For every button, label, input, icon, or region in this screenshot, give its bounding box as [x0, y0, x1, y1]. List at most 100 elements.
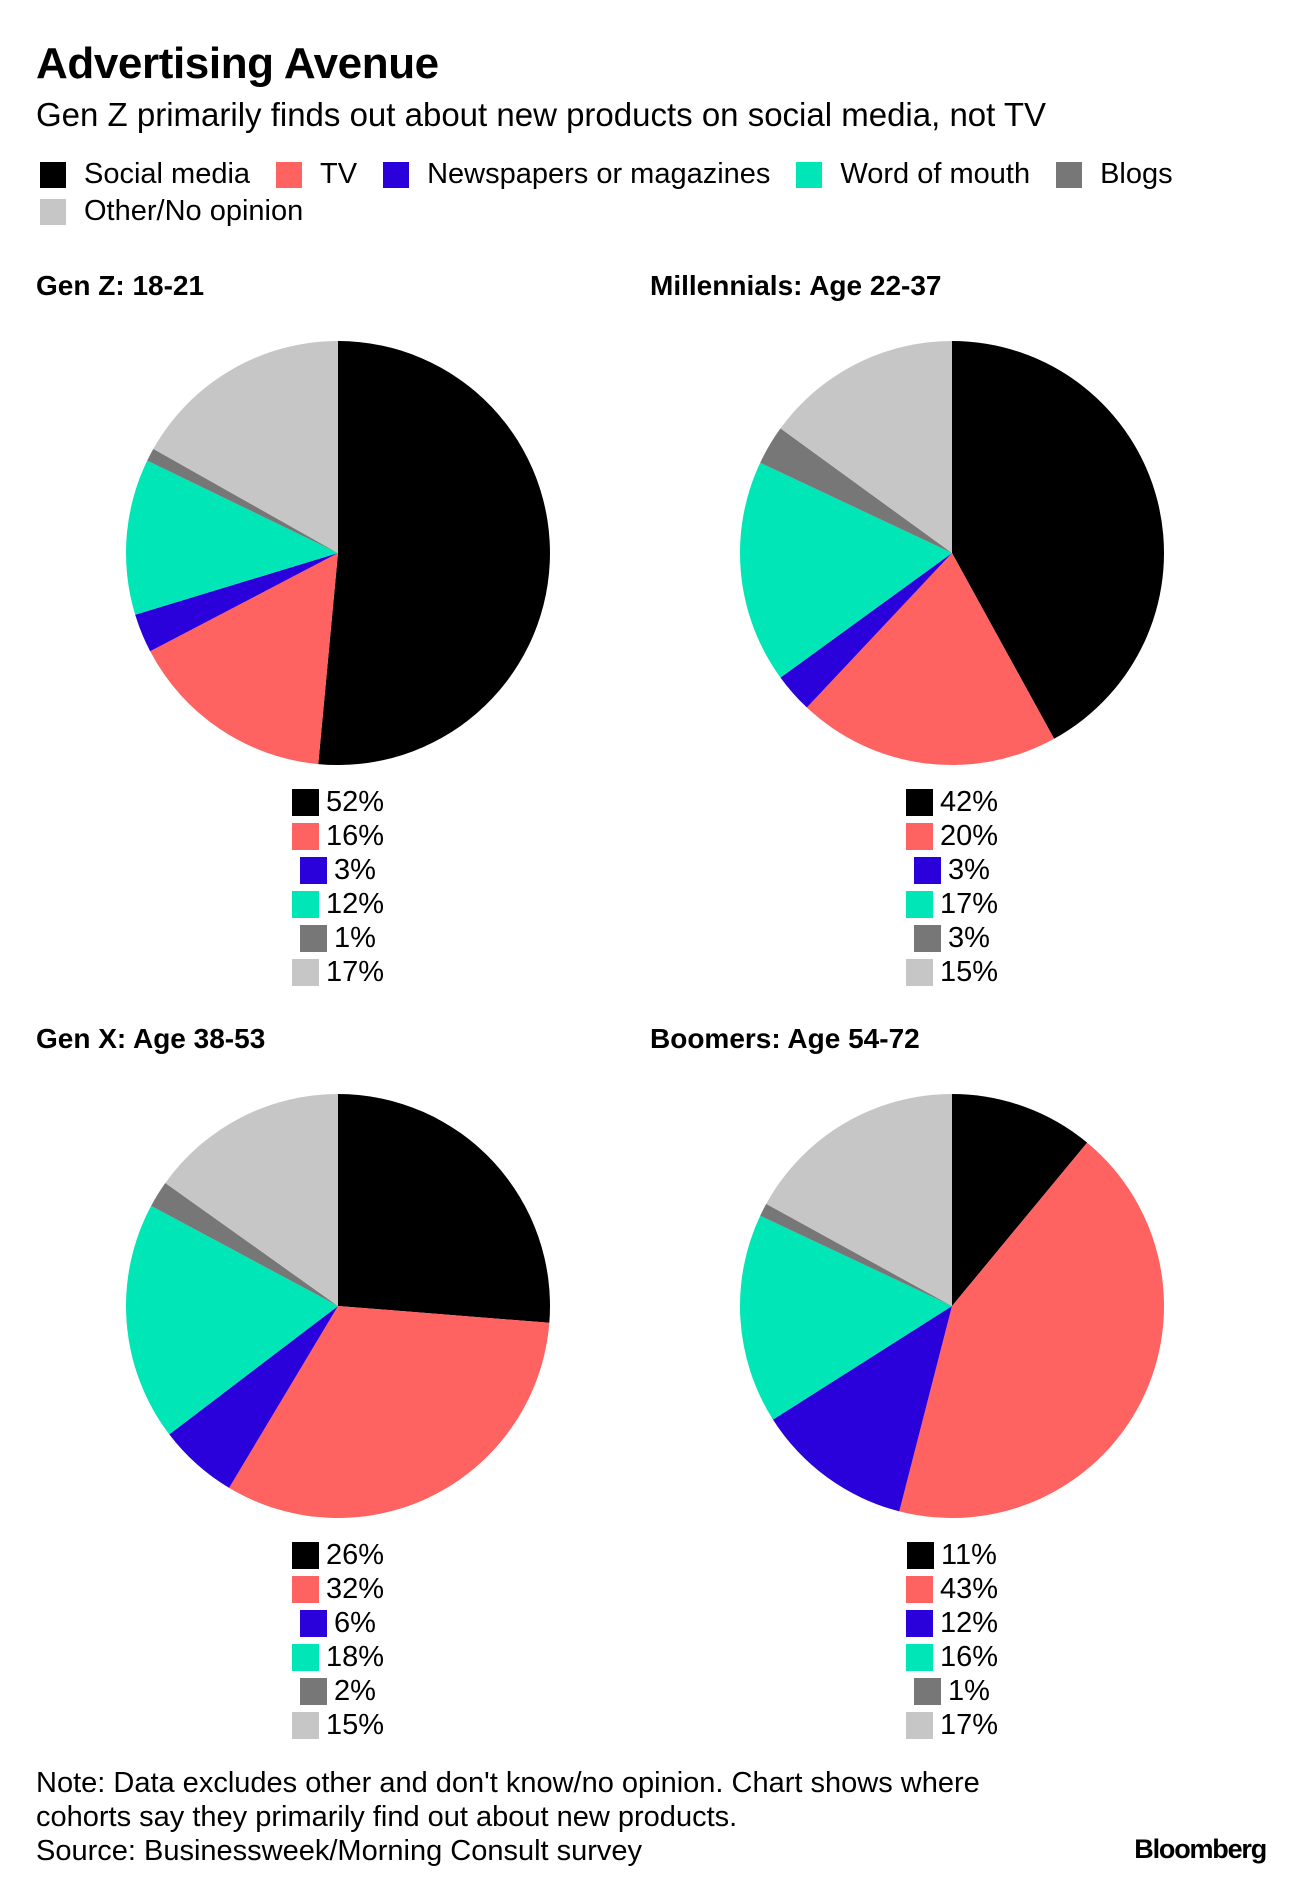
value-swatch-tv: [905, 1575, 933, 1603]
pie-slice-tv: [899, 1142, 1164, 1518]
panel-title: Millennials: Age 22-37: [650, 270, 942, 301]
value-swatch-word-of-mouth: [905, 890, 933, 918]
value-row-blogs: 2%: [36, 1674, 640, 1708]
pie-slice-social-media: [952, 341, 1165, 739]
legend-label-word-of-mouth: Word of mouth: [840, 158, 1031, 190]
chart-subtitle: Gen Z primarily finds out about new prod…: [36, 96, 1047, 133]
legend-label-tv: TV: [320, 158, 358, 190]
value-label-social-media: 11%: [941, 1539, 997, 1571]
chart-panel-boomers: Boomers: Age 54-72 11% 43% 12% 16% 1% 17%: [650, 1024, 1254, 1744]
value-swatch-blogs: [914, 1677, 942, 1705]
value-row-other-no-opinion: 15%: [650, 955, 1254, 989]
legend: Social media TV Newspapers or magazines …: [40, 156, 1260, 230]
chart-panel-gen-z: Gen Z: 18-21 52% 16% 3% 12% 1% 17%: [36, 271, 640, 991]
value-label-blogs: 2%: [334, 1675, 376, 1707]
value-swatch-social-media: [291, 1541, 319, 1569]
value-row-tv: 43%: [650, 1572, 1254, 1606]
value-swatch-other-no-opinion: [905, 958, 933, 986]
value-row-social-media: 52%: [36, 785, 640, 819]
pie-slice-word-of-mouth: [126, 460, 338, 615]
value-row-newspapers-or-magazines: 3%: [650, 853, 1254, 887]
note-line: cohorts say they primarily find out abou…: [36, 1801, 738, 1833]
pie-slice-word-of-mouth: [740, 462, 952, 678]
value-row-blogs: 1%: [36, 921, 640, 955]
pie-slice-tv: [229, 1306, 550, 1518]
pie-slice-other-no-opinion: [153, 341, 338, 553]
pie-slice-tv: [806, 553, 1055, 765]
value-swatch-word-of-mouth: [905, 1643, 933, 1671]
value-swatch-word-of-mouth: [291, 890, 319, 918]
pie-slice-newspapers-or-magazines: [169, 1306, 338, 1488]
pie-chart-millennials: [740, 341, 1165, 765]
footnote: Note: Data excludes other and don't know…: [36, 1766, 980, 1868]
value-label-social-media: 42%: [939, 786, 999, 818]
pie-slice-tv: [150, 553, 338, 765]
value-swatch-newspapers-or-magazines: [914, 856, 942, 884]
panel-title: Boomers: Age 54-72: [650, 1023, 920, 1054]
source-line: Source: Businessweek/Morning Consult sur…: [36, 1835, 643, 1867]
value-label-word-of-mouth: 17%: [939, 888, 999, 920]
pie-slice-social-media: [952, 1094, 1088, 1306]
value-row-other-no-opinion: 17%: [36, 955, 640, 989]
pie-slice-blogs: [147, 448, 338, 553]
legend-swatch-social-media: [40, 161, 66, 188]
value-row-social-media: 42%: [650, 785, 1254, 819]
pie-chart-gen-x: [125, 1094, 550, 1518]
value-swatch-social-media: [291, 788, 319, 816]
value-swatch-social-media: [905, 788, 933, 816]
value-label-tv: 43%: [939, 1573, 999, 1605]
value-row-social-media: 26%: [36, 1538, 640, 1572]
panel-title: Gen X: Age 38-53: [36, 1023, 266, 1054]
pie-chart-gen-z: [126, 341, 550, 765]
value-label-tv: 32%: [325, 1573, 385, 1605]
value-row-social-media: 11%: [650, 1538, 1254, 1572]
value-row-other-no-opinion: 17%: [650, 1708, 1254, 1742]
legend-item-tv: TV: [276, 156, 357, 193]
value-swatch-blogs: [300, 924, 328, 952]
value-label-newspapers-or-magazines: 12%: [939, 1607, 999, 1639]
value-label-newspapers-or-magazines: 3%: [948, 854, 990, 886]
value-swatch-tv: [905, 822, 933, 850]
pie-chart-boomers: [739, 1094, 1164, 1518]
value-label-newspapers-or-magazines: 3%: [334, 854, 376, 886]
value-swatch-social-media: [907, 1541, 935, 1569]
value-row-blogs: 1%: [650, 1674, 1254, 1708]
chart-panel-gen-x: Gen X: Age 38-53 26% 32% 6% 18% 2% 15%: [36, 1024, 640, 1744]
legend-item-word-of-mouth: Word of mouth: [796, 156, 1030, 193]
value-swatch-tv: [291, 822, 319, 850]
pie-slice-blogs: [760, 428, 952, 553]
value-label-list: 52% 16% 3% 12% 1% 17%: [36, 785, 640, 989]
pie-slice-newspapers-or-magazines: [135, 553, 338, 652]
value-label-tv: 16%: [325, 820, 385, 852]
value-label-list: 26% 32% 6% 18% 2% 15%: [36, 1538, 640, 1742]
legend-item-newspapers-or-magazines: Newspapers or magazines: [383, 156, 770, 193]
legend-item-blogs: Blogs: [1056, 156, 1173, 193]
value-swatch-newspapers-or-magazines: [300, 1609, 328, 1637]
chart-title: Advertising Avenue: [36, 39, 439, 88]
value-swatch-other-no-opinion: [905, 1711, 933, 1739]
legend-swatch-word-of-mouth: [796, 161, 823, 188]
pie-slice-blogs: [760, 1203, 952, 1306]
value-label-word-of-mouth: 18%: [325, 1641, 385, 1673]
value-row-word-of-mouth: 16%: [650, 1640, 1254, 1674]
legend-label-newspapers-or-magazines: Newspapers or magazines: [427, 158, 771, 190]
legend-label-other-no-opinion: Other/No opinion: [84, 195, 304, 227]
legend-swatch-blogs: [1056, 161, 1083, 188]
value-swatch-newspapers-or-magazines: [300, 856, 328, 884]
value-label-list: 11% 43% 12% 16% 1% 17%: [650, 1538, 1254, 1742]
chart-panel-millennials: Millennials: Age 22-37 42% 20% 3% 17% 3% 15%: [650, 271, 1254, 991]
value-label-other-no-opinion: 17%: [939, 1709, 999, 1741]
value-label-other-no-opinion: 15%: [939, 956, 999, 988]
pie-slice-other-no-opinion: [766, 1094, 952, 1306]
value-row-other-no-opinion: 15%: [36, 1708, 640, 1742]
value-row-word-of-mouth: 18%: [36, 1640, 640, 1674]
legend-item-social-media: Social media: [40, 156, 250, 193]
legend-swatch-other-no-opinion: [40, 198, 66, 225]
panel-title: Gen Z: 18-21: [36, 270, 205, 301]
value-row-tv: 16%: [36, 819, 640, 853]
value-label-list: 42% 20% 3% 17% 3% 15%: [650, 785, 1254, 989]
value-row-tv: 32%: [36, 1572, 640, 1606]
value-label-blogs: 1%: [334, 922, 376, 954]
pie-slice-other-no-opinion: [165, 1094, 338, 1306]
value-swatch-newspapers-or-magazines: [905, 1609, 933, 1637]
